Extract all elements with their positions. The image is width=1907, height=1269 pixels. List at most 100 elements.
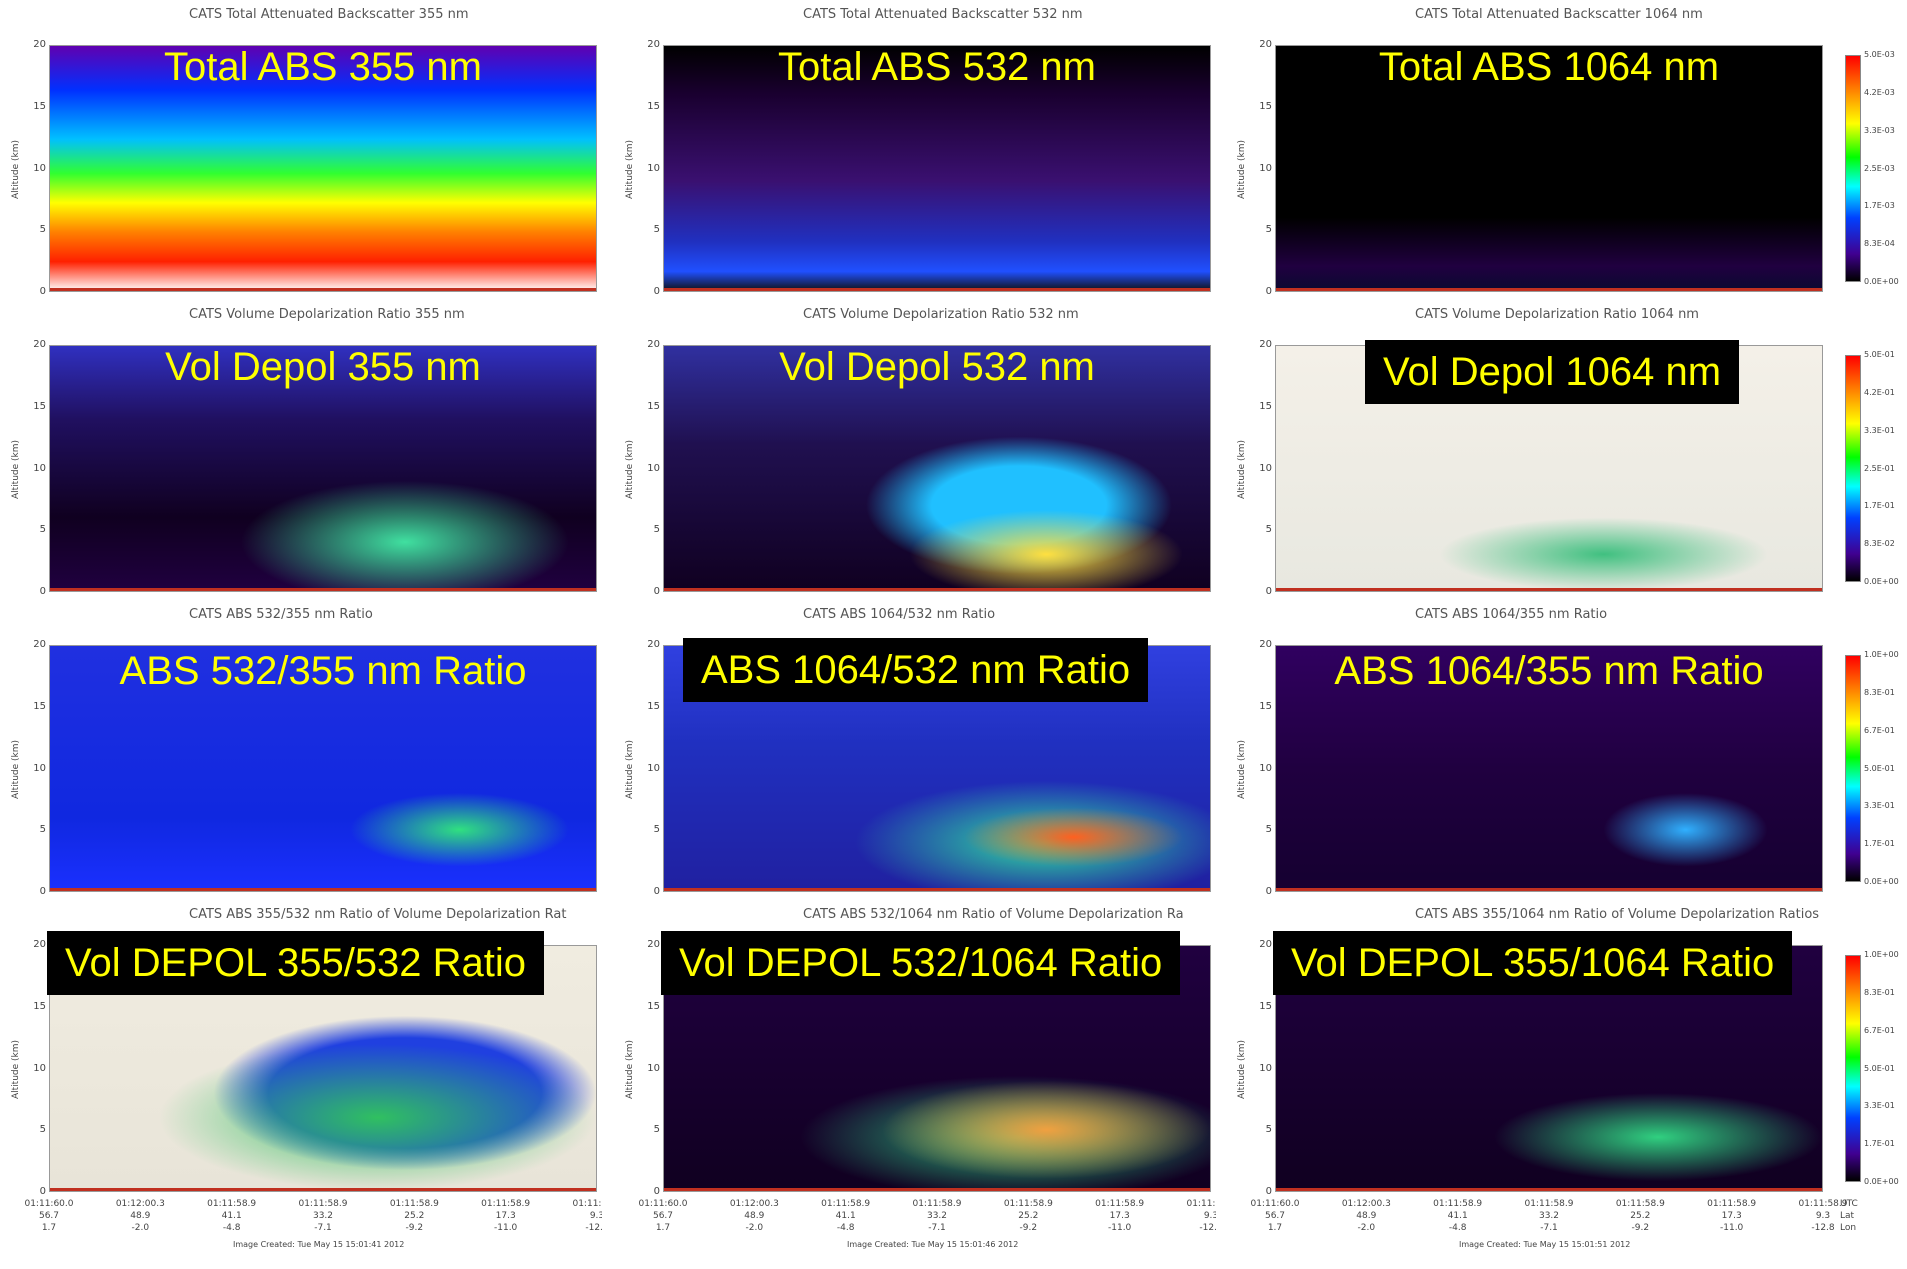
- y-tick-label: 15: [33, 1000, 46, 1012]
- y-tick-label: 0: [1265, 1186, 1272, 1197]
- y-tick-label: 15: [647, 700, 660, 712]
- colorbar-tick-label: 6.7E-01: [1864, 1025, 1895, 1035]
- y-tick-label: 15: [1259, 400, 1272, 412]
- y-tick-label: 10: [33, 762, 46, 774]
- y-tick-label: 5: [39, 524, 46, 536]
- colorbar-tick-label: 8.3E-02: [1864, 539, 1895, 549]
- y-tick-label: 20: [33, 939, 46, 950]
- y-axis-label: Altitude (km): [625, 139, 635, 199]
- y-tick-label: 0: [1265, 586, 1272, 597]
- x-tick-label: 01:11:58.9 41.1 -4.8: [811, 1198, 881, 1234]
- y-tick-label: 10: [1259, 1062, 1272, 1074]
- x-tick-lon: -2.0: [1357, 1223, 1376, 1233]
- x-tick-label: 01:11:58.9 17.3 -11.0: [1085, 1198, 1155, 1234]
- y-axis-label: Altitude (km): [1237, 439, 1247, 499]
- y-tick-label: 10: [1259, 162, 1272, 174]
- y-tick-label: 10: [647, 1062, 660, 1074]
- x-tick-label: 01:11:58.9 9.3 -12.8: [1176, 1198, 1216, 1234]
- y-tick-label: 20: [1259, 39, 1272, 50]
- colorbar-tick-label: 1.0E+00: [1864, 650, 1899, 659]
- x-tick-lat: 56.7: [1264, 1211, 1286, 1221]
- y-tick-label: 15: [33, 400, 46, 412]
- panel-label: Vol Depol 532 nm: [779, 345, 1095, 389]
- y-tick-label: 5: [653, 224, 660, 236]
- y-tick-label: 15: [33, 100, 46, 112]
- panel-title: CATS Total Attenuated Backscatter 532 nm: [803, 7, 1083, 22]
- y-axis-label: Altitude (km): [11, 1039, 21, 1099]
- y-axis-label: Altitude (km): [11, 139, 21, 199]
- x-tick-lon: -7.1: [928, 1223, 946, 1233]
- x-tick-utc: 01:11:58.9: [1798, 1199, 1848, 1209]
- y-tick-label: 15: [33, 700, 46, 712]
- panel-title: CATS ABS 532/1064 nm Ratio of Volume Dep…: [803, 907, 1184, 922]
- colorbar-tick-label: 3.3E-01: [1864, 801, 1895, 811]
- colorbar-tick-label: 8.3E-01: [1864, 687, 1895, 697]
- x-tick-utc: 01:12:00.3: [1341, 1199, 1391, 1209]
- colorbar-tick-label: 0.0E+00: [1864, 1177, 1899, 1186]
- ground-line: [664, 288, 1210, 291]
- y-tick-label: 5: [1265, 824, 1272, 836]
- colorbar-tick-label: 1.7E-03: [1864, 201, 1895, 211]
- panel-title: CATS ABS 355/1064 nm Ratio of Volume Dep…: [1415, 907, 1820, 922]
- colorbar-tick-label: 0.0E+00: [1864, 877, 1899, 886]
- x-tick-lat: 9.3: [589, 1211, 602, 1221]
- y-axis-label: Altitude (km): [625, 439, 635, 499]
- x-tick-lon: -12.8: [585, 1223, 602, 1233]
- x-tick-utc: 01:11:58.9: [1524, 1199, 1574, 1209]
- x-tick-lat: 25.2: [1630, 1211, 1651, 1221]
- y-tick-label: 5: [1265, 1124, 1272, 1136]
- x-tick-lon: -12.8: [1811, 1223, 1835, 1233]
- plot-area: [1275, 45, 1823, 292]
- plot-area: [49, 345, 597, 592]
- x-tick-utc: 01:11:58.9: [1095, 1199, 1145, 1209]
- y-tick-label: 15: [1259, 100, 1272, 112]
- y-axis-label: Altitude (km): [1237, 1039, 1247, 1099]
- x-tick-utc: 01:12:00.3: [729, 1199, 779, 1209]
- y-tick-label: 5: [653, 524, 660, 536]
- x-tick-label: 01:11:58.9 17.3 -11.0: [471, 1198, 541, 1234]
- x-tick-label: 01:11:58.9 25.2 -9.2: [1605, 1198, 1675, 1234]
- x-tick-label: 01:11:58.9 25.2 -9.2: [379, 1198, 449, 1234]
- x-tick-label: 01:11:60.0 56.7 1.7: [14, 1198, 84, 1234]
- panel-label: ABS 1064/355 nm Ratio: [1334, 649, 1764, 693]
- x-tick-lon: -9.2: [1631, 1223, 1650, 1233]
- x-tick-lon: -4.8: [836, 1223, 855, 1233]
- y-tick-label: 20: [647, 39, 660, 50]
- x-tick-utc: 01:11:58.9: [481, 1199, 531, 1209]
- x-tick-utc: 01:11:58.9: [389, 1199, 439, 1209]
- colorbar: [1845, 955, 1861, 1182]
- x-tick-lat: 33.2: [1538, 1211, 1560, 1221]
- x-axis-row-label: Lon: [1840, 1223, 1857, 1233]
- x-tick-label: 01:11:60.0 56.7 1.7: [628, 1198, 698, 1234]
- x-tick-lat: 9.3: [1203, 1211, 1216, 1221]
- colorbar-tick-label: 1.7E-01: [1864, 501, 1895, 511]
- ground-line: [664, 588, 1210, 591]
- x-tick-label: 01:12:00.3 48.9 -2.0: [1331, 1198, 1401, 1234]
- x-tick-lat: 41.1: [221, 1211, 242, 1221]
- colorbar-tick-label: 4.2E-01: [1864, 387, 1895, 397]
- ground-line: [664, 1188, 1210, 1191]
- y-tick-label: 5: [1265, 524, 1272, 536]
- y-tick-label: 10: [1259, 462, 1272, 474]
- panel-title: CATS ABS 532/355 nm Ratio: [189, 607, 373, 622]
- colorbar-tick-label: 6.7E-01: [1864, 725, 1895, 735]
- panel-label: Vol Depol 1064 nm: [1365, 340, 1740, 404]
- y-axis-label: Altitude (km): [1237, 139, 1247, 199]
- x-tick-utc: 01:11:58.9: [1186, 1199, 1216, 1209]
- ground-line: [1276, 1188, 1822, 1191]
- x-tick-lon: 1.7: [41, 1223, 57, 1233]
- y-tick-label: 15: [1259, 1000, 1272, 1012]
- ground-line: [50, 288, 596, 291]
- x-tick-lon: -11.0: [1720, 1223, 1744, 1233]
- x-axis: 01:11:60.0 56.7 1.7 01:12:00.3 48.9 -2.0 01:11…: [14, 1198, 602, 1238]
- x-tick-lat: 48.9: [744, 1211, 765, 1221]
- y-tick-label: 0: [1265, 886, 1272, 897]
- y-tick-label: 10: [647, 162, 660, 174]
- y-tick-label: 15: [647, 1000, 660, 1012]
- image-created: Image Created: Tue May 15 15:01:41 2012: [233, 1240, 405, 1249]
- y-tick-label: 20: [33, 39, 46, 50]
- panel-label: Total ABS 1064 nm: [1378, 45, 1720, 89]
- y-tick-label: 10: [33, 462, 46, 474]
- x-tick-label: 01:11:58.9 33.2 -7.1: [288, 1198, 358, 1234]
- x-tick-utc: 01:11:58.9: [1707, 1199, 1757, 1209]
